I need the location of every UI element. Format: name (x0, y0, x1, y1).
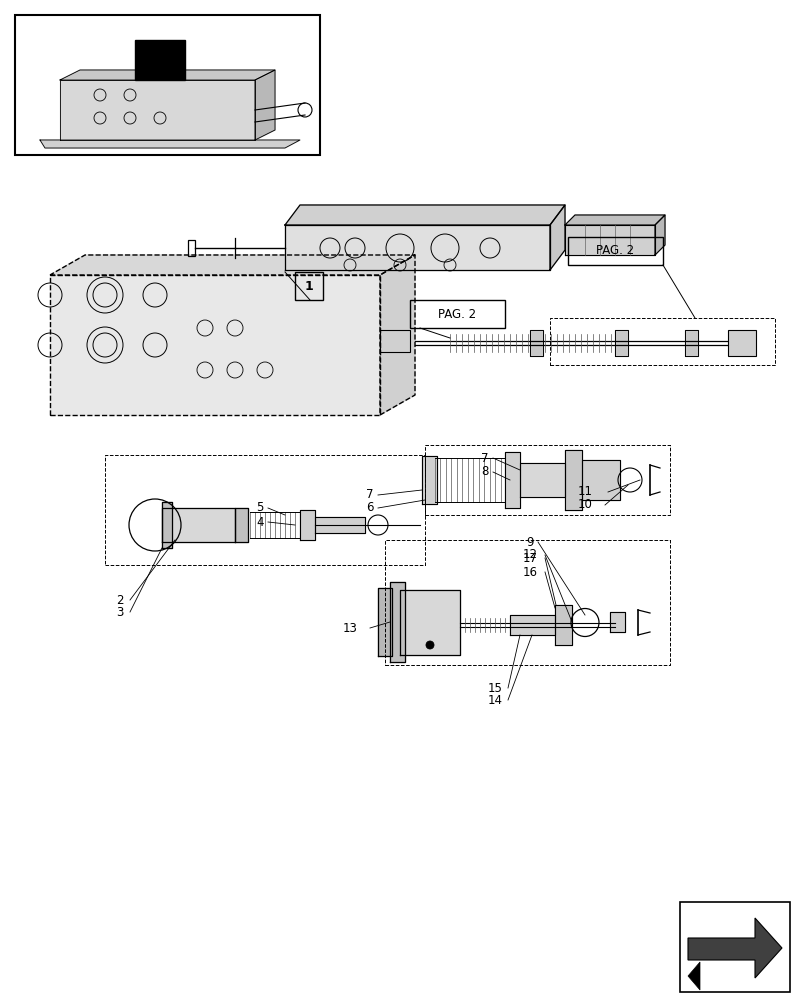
Text: 17: 17 (521, 551, 537, 564)
Text: PAG. 2: PAG. 2 (438, 308, 476, 320)
Polygon shape (614, 330, 627, 356)
Polygon shape (687, 918, 781, 978)
Bar (380, 330, 410, 352)
Bar (727, 330, 755, 356)
Text: PAG. 2: PAG. 2 (596, 244, 633, 257)
Text: 14: 14 (487, 694, 502, 706)
Polygon shape (389, 582, 405, 662)
Polygon shape (581, 460, 620, 500)
Text: 9: 9 (526, 535, 533, 548)
Polygon shape (564, 450, 581, 510)
Polygon shape (654, 215, 664, 255)
Polygon shape (162, 502, 172, 548)
Polygon shape (234, 508, 247, 542)
Polygon shape (554, 605, 571, 645)
Bar (294, 272, 323, 300)
Text: 4: 4 (256, 516, 264, 528)
Polygon shape (504, 452, 519, 508)
Polygon shape (155, 524, 182, 526)
Polygon shape (684, 330, 697, 356)
Text: 16: 16 (521, 565, 537, 578)
Polygon shape (315, 517, 365, 533)
Polygon shape (50, 255, 414, 275)
Text: 10: 10 (577, 498, 592, 511)
Polygon shape (400, 590, 460, 655)
Polygon shape (285, 205, 564, 225)
Polygon shape (255, 70, 275, 140)
Bar (679, 902, 789, 992)
Bar (568, 237, 663, 265)
Text: 8: 8 (481, 465, 488, 478)
Polygon shape (60, 80, 255, 140)
Text: 12: 12 (521, 548, 537, 561)
Text: 7: 7 (481, 452, 488, 464)
Bar (188, 240, 195, 256)
Text: 2: 2 (116, 593, 123, 606)
Text: 15: 15 (487, 682, 502, 694)
Text: 3: 3 (116, 605, 123, 618)
Polygon shape (530, 330, 543, 356)
Polygon shape (687, 962, 699, 990)
Polygon shape (564, 215, 664, 225)
Text: 7: 7 (366, 488, 373, 502)
Polygon shape (285, 225, 549, 270)
Polygon shape (378, 588, 392, 656)
Polygon shape (519, 463, 564, 497)
Polygon shape (422, 456, 436, 504)
Polygon shape (162, 508, 234, 542)
Polygon shape (509, 615, 554, 635)
Polygon shape (299, 510, 315, 540)
Bar (410, 300, 504, 328)
Bar (15, 15, 320, 155)
Polygon shape (549, 205, 564, 270)
Text: 1: 1 (304, 279, 313, 292)
Polygon shape (609, 612, 624, 632)
Polygon shape (50, 275, 380, 415)
Text: 6: 6 (366, 501, 373, 514)
Text: 13: 13 (342, 621, 357, 634)
Polygon shape (380, 255, 414, 415)
Polygon shape (135, 40, 185, 80)
Text: 11: 11 (577, 486, 592, 498)
Polygon shape (60, 70, 275, 80)
Circle shape (426, 641, 433, 649)
Text: 5: 5 (256, 501, 264, 514)
Polygon shape (564, 225, 654, 255)
Polygon shape (40, 140, 299, 148)
